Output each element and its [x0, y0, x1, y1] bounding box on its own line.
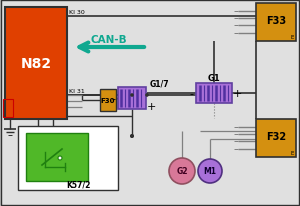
FancyBboxPatch shape	[256, 4, 296, 42]
Text: -: -	[111, 94, 115, 103]
Text: G1: G1	[208, 74, 220, 83]
FancyBboxPatch shape	[26, 133, 88, 181]
Text: N82: N82	[20, 57, 52, 71]
FancyBboxPatch shape	[5, 8, 67, 119]
FancyBboxPatch shape	[100, 90, 116, 111]
Circle shape	[145, 94, 149, 97]
Circle shape	[58, 156, 62, 160]
Text: +: +	[146, 102, 156, 111]
Circle shape	[130, 94, 134, 97]
Text: G2: G2	[176, 167, 188, 176]
Text: G1/7: G1/7	[150, 79, 170, 88]
FancyBboxPatch shape	[18, 126, 118, 190]
Circle shape	[130, 134, 134, 138]
Circle shape	[169, 158, 195, 184]
Text: CAN-B: CAN-B	[91, 35, 127, 45]
Text: E: E	[291, 150, 294, 155]
Text: K57/2: K57/2	[66, 180, 90, 188]
Text: E: E	[291, 35, 294, 40]
Text: -: -	[189, 89, 193, 98]
FancyBboxPatch shape	[256, 119, 296, 157]
Circle shape	[130, 135, 134, 138]
Text: M1: M1	[203, 167, 217, 176]
FancyBboxPatch shape	[196, 84, 232, 103]
FancyBboxPatch shape	[118, 88, 146, 109]
Text: +: +	[232, 89, 242, 98]
Text: F32: F32	[266, 131, 286, 141]
Circle shape	[198, 159, 222, 183]
Text: F30: F30	[101, 97, 115, 103]
Text: Kl 30: Kl 30	[69, 10, 85, 15]
Text: Kl 31: Kl 31	[69, 89, 85, 94]
Text: F33: F33	[266, 16, 286, 26]
